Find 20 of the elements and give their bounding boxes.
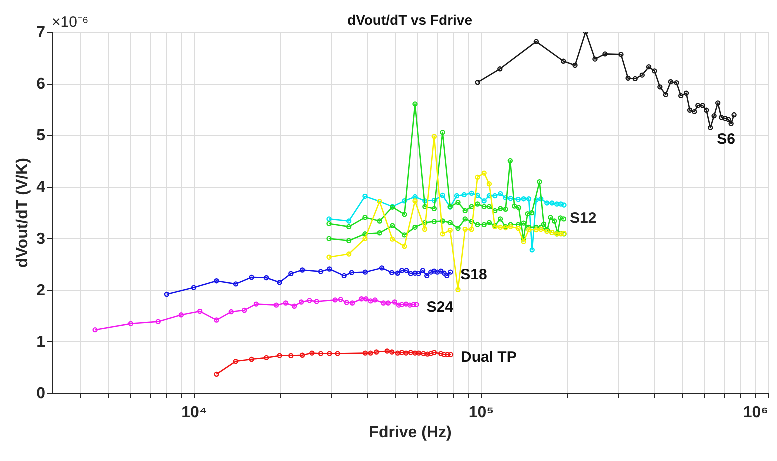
series-label: S24 <box>426 298 454 316</box>
text: ×10⁻⁶ <box>52 14 89 31</box>
y-tick-label: 1 <box>36 334 46 351</box>
x-tick-label: 10⁵ <box>468 404 494 422</box>
y-tick-label: 5 <box>36 128 46 145</box>
series-label: S18 <box>460 266 488 284</box>
y-axis-title: dVout/dT (V/K) <box>14 158 32 268</box>
x-axis-title: Fdrive (Hz) <box>369 424 452 442</box>
y-tick-label: 4 <box>36 179 46 196</box>
x-tick-label: 10⁶ <box>743 404 768 422</box>
y-tick-label: 2 <box>36 282 46 300</box>
series-label: Dual TP <box>460 348 517 366</box>
x-tick-label: 10⁴ <box>182 404 208 422</box>
y-tick-label: 0 <box>36 386 46 402</box>
y-tick-label: 7 <box>36 24 46 42</box>
y-tick-label: 3 <box>36 230 46 248</box>
y-tick-label: 6 <box>36 76 46 94</box>
annotation: S12 <box>570 210 597 227</box>
series-label: S6 <box>717 131 736 148</box>
chart-title: dVout/dT vs Fdrive <box>348 12 473 28</box>
